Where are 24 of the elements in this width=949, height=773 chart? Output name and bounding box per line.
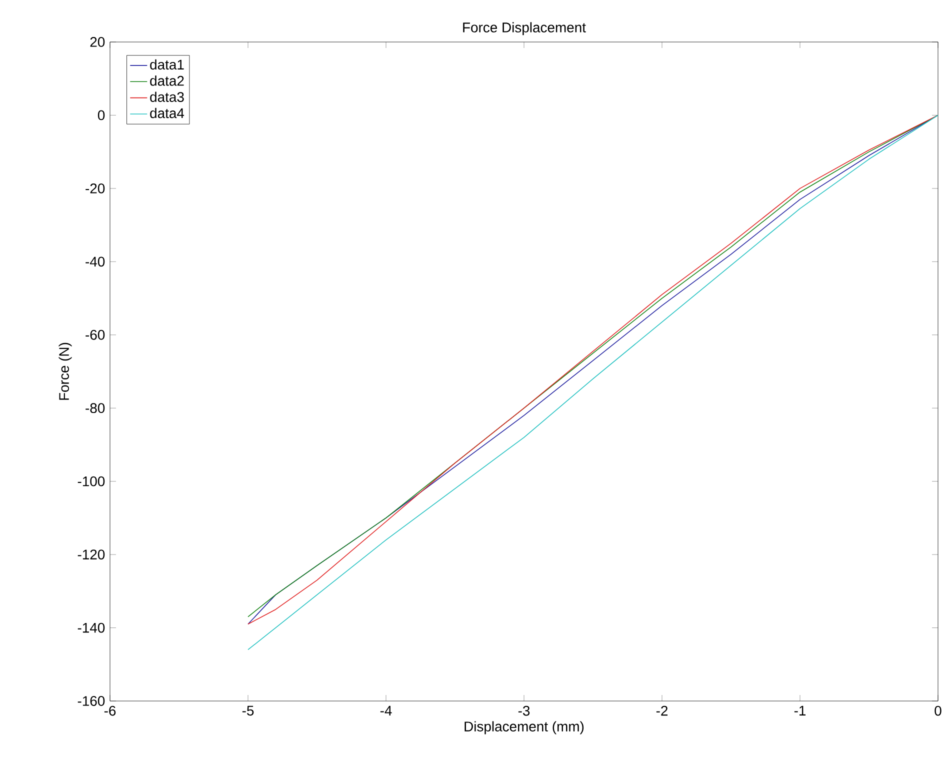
legend-label: data2: [150, 76, 184, 86]
y-tick-label: -160: [78, 696, 105, 706]
y-tick-label: -120: [78, 550, 105, 560]
y-tick-label: -20: [86, 183, 105, 194]
x-tick-label: -4: [380, 706, 392, 716]
legend-label: data1: [150, 59, 184, 70]
y-tick-label: -80: [86, 403, 105, 414]
y-tick-label: -100: [78, 476, 105, 486]
x-axis-title: Displacement (mm): [464, 721, 584, 734]
y-tick-label: 0: [98, 110, 105, 120]
x-tick-label: -2: [656, 706, 668, 716]
x-tick-label: -6: [104, 706, 116, 716]
y-axis-title: Force (N): [58, 342, 72, 400]
x-tick-label: -3: [518, 706, 530, 716]
y-tick-label: 20: [90, 37, 105, 47]
y-tick-label: -60: [86, 330, 105, 340]
legend-label: data4: [150, 108, 184, 118]
x-tick-label: 0: [934, 706, 942, 716]
x-tick-label: -1: [794, 706, 806, 716]
legend-label: data3: [150, 92, 184, 102]
chart-title: Force Displacement: [463, 22, 586, 36]
x-tick-label: -5: [242, 706, 254, 716]
y-tick-label: -40: [86, 256, 105, 267]
y-tick-label: -140: [78, 622, 105, 633]
